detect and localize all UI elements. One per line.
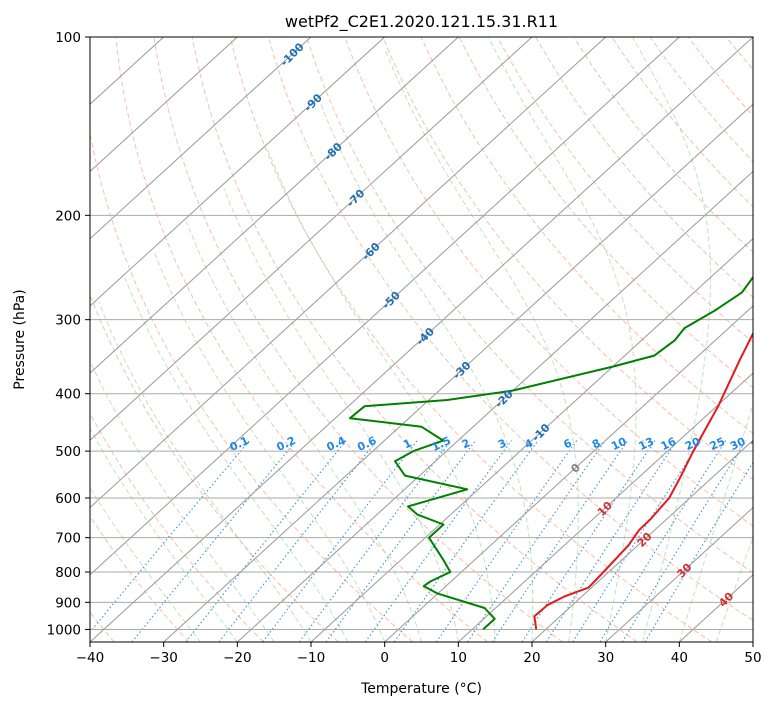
isotherm	[90, 37, 607, 509]
dry-adiabat	[611, 37, 753, 208]
isotherm	[90, 37, 386, 307]
x-tick-label: 30	[597, 650, 614, 666]
moist-adiabat	[320, 104, 534, 642]
x-tick-label: 20	[523, 650, 540, 666]
x-tick-label: −10	[297, 650, 326, 666]
dry-adiabat	[229, 37, 712, 642]
x-tick-label: −30	[149, 650, 178, 666]
mixing-ratio-line	[467, 440, 606, 642]
mixing-ratio-label: 20	[683, 435, 703, 453]
moist-adiabat	[124, 277, 349, 642]
dry-adiabat	[90, 515, 190, 642]
moist-adiabat	[223, 188, 459, 642]
x-axis-label: Temperature (°C)	[360, 681, 482, 697]
y-tick-label: 100	[55, 30, 81, 46]
moist-adiabat	[715, 535, 753, 642]
mixing-ratio-line	[599, 440, 727, 642]
moist-adiabat	[384, 49, 579, 642]
y-tick-label: 900	[55, 595, 81, 611]
x-tick-label: −40	[76, 650, 105, 666]
chart-title: wetPf2_C2E1.2020.121.15.31.R11	[285, 12, 558, 32]
background-lines	[90, 37, 753, 642]
y-tick-label: 500	[55, 444, 81, 460]
mixing-ratio-line	[435, 440, 578, 642]
dry-adiabat	[268, 37, 753, 622]
x-tick-label: −20	[223, 650, 252, 666]
dry-adiabat	[496, 37, 753, 344]
mixing-ratio-line	[521, 440, 656, 642]
temperature-profile	[533, 331, 753, 630]
isotherm	[90, 37, 312, 240]
moist-adiabat	[678, 401, 753, 642]
y-axis-label: Pressure (hPa)	[12, 289, 28, 389]
isotherm	[90, 37, 459, 374]
isotherm	[90, 37, 680, 576]
mixing-ratio-line	[218, 440, 378, 642]
moist-adiabat	[632, 37, 711, 642]
moist-adiabat	[267, 149, 496, 642]
mixing-ratio-label: 30	[728, 435, 748, 453]
mixing-ratio-label: 36	[749, 435, 769, 453]
mixing-ratio-line	[131, 440, 297, 642]
mixing-ratio-line	[325, 440, 476, 642]
x-tick-label: 0	[380, 650, 389, 666]
isotherm	[163, 103, 753, 642]
y-tick-label: 300	[55, 313, 81, 329]
mixing-ratio-line	[185, 440, 347, 642]
mixing-ratio-line	[644, 461, 753, 642]
dry-adiabat	[115, 37, 488, 642]
x-tick-label: 40	[671, 650, 688, 666]
axes: −40 −30 −20 −10 0 10 20 30 40 50 100 200 300 400 500 60…	[47, 30, 762, 666]
y-tick-label: 400	[55, 387, 81, 403]
dry-adiabat	[191, 37, 638, 642]
mixing-ratio-label: 10	[609, 435, 629, 453]
isotherm	[531, 439, 753, 642]
mixing-ratio-label: 16	[659, 435, 679, 453]
isotherm	[90, 37, 533, 442]
moist-adiabat	[90, 486, 201, 642]
sounding-profiles	[349, 275, 753, 631]
x-tick-label: 50	[744, 650, 761, 666]
dry-adiabat	[535, 37, 753, 298]
x-tick-label: 10	[450, 650, 467, 666]
y-tick-label: 1000	[47, 622, 81, 638]
y-tick-label: 600	[55, 491, 81, 507]
moist-adiabat	[153, 251, 386, 642]
moist-adiabat	[90, 359, 275, 642]
dry-adiabat	[458, 37, 753, 389]
moist-adiabat	[488, 37, 637, 642]
dry-adiabat	[306, 37, 753, 574]
isotherm	[457, 372, 753, 642]
mixing-ratio-label: 13	[637, 435, 656, 453]
plot-frame	[89, 36, 754, 643]
mixing-ratio-line	[491, 440, 629, 642]
dry-adiabat	[90, 131, 414, 642]
moist-adiabat	[185, 221, 422, 642]
isotherm	[90, 37, 753, 642]
y-tick-label: 800	[55, 565, 81, 581]
mixing-ratio-label: 25	[708, 435, 727, 453]
isotherm	[90, 37, 238, 173]
mixing-ratio-line	[364, 440, 512, 642]
y-tick-label: 700	[55, 531, 81, 547]
dry-adiabat	[649, 37, 753, 163]
y-tick-label: 200	[55, 208, 81, 224]
dry-adiabat	[382, 37, 753, 481]
isotherm	[310, 237, 753, 642]
dry-adiabat	[344, 37, 753, 527]
isotherm	[236, 170, 753, 642]
mixing-ratio-line	[393, 440, 539, 642]
isotherm	[384, 305, 753, 642]
dewpoint-profile	[349, 275, 753, 631]
mixing-ratio-line	[621, 440, 747, 642]
isotherm	[605, 506, 753, 642]
